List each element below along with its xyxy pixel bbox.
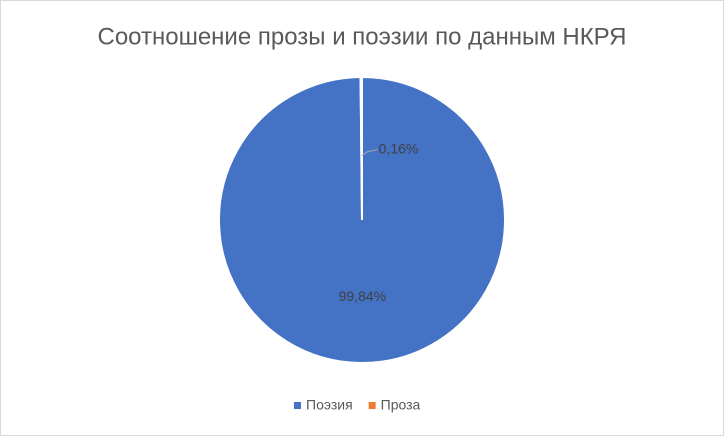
legend-swatch bbox=[368, 402, 376, 409]
legend-label: Поэзия bbox=[306, 397, 353, 413]
leader-line bbox=[361, 149, 378, 157]
legend-swatch bbox=[294, 402, 301, 409]
chart-title: Соотношение прозы и поэзии по данным НКР… bbox=[97, 23, 626, 50]
pie-slice bbox=[359, 75, 363, 221]
legend-label: Проза bbox=[381, 397, 421, 413]
data-label: 0,16% bbox=[379, 140, 419, 156]
data-label: 99,84% bbox=[339, 288, 386, 304]
